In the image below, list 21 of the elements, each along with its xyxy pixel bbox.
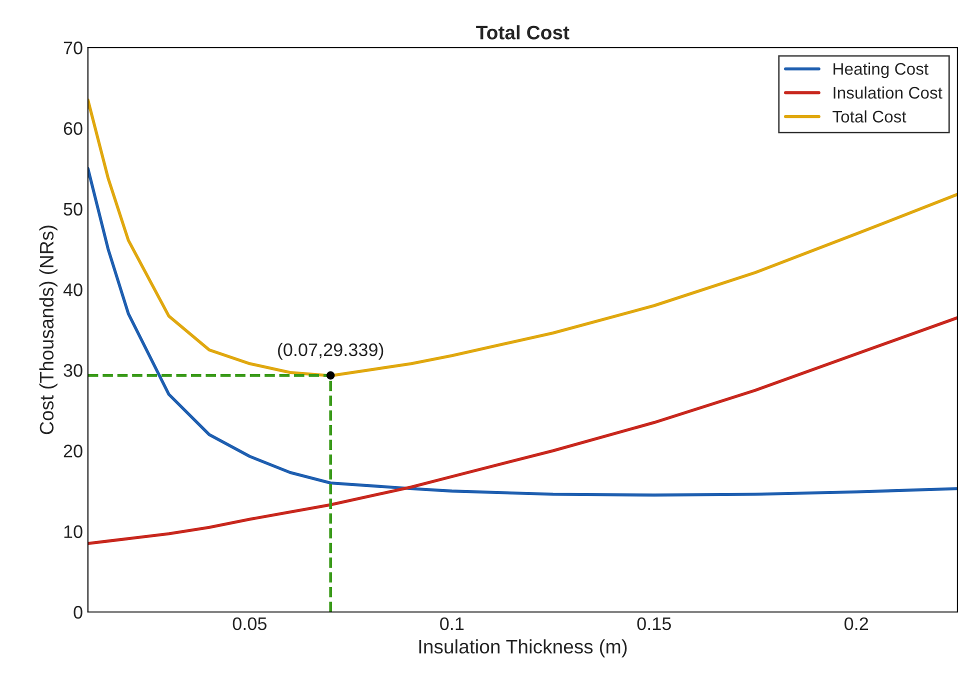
chart-title: Total Cost: [476, 25, 570, 40]
legend-label: Heating Cost: [834, 62, 928, 78]
y-axis-title: Cost (Thousands) (NRs): [39, 226, 58, 434]
legend-label: Insulation Cost: [834, 86, 942, 99]
y-tick-label: 50: [64, 202, 82, 216]
line-series: [88, 167, 958, 497]
x-tick-label: 0.1: [440, 617, 464, 630]
annotation: (0.07,29.339): [278, 342, 384, 360]
y-tick-label: 10: [64, 525, 82, 538]
x-tick-label: 0.2: [844, 617, 868, 630]
x-tick-label: 0.15: [637, 617, 671, 630]
legend-label: Total Cost: [832, 110, 906, 123]
x-axis-title: Insulation Thickness (m): [419, 639, 627, 658]
y-tick-label: 0: [74, 606, 82, 619]
y-tick-label: 20: [64, 444, 82, 458]
y-tick-label: 70: [64, 42, 82, 54]
line-series: [88, 316, 958, 545]
x-tick-label: 0.05: [232, 617, 267, 630]
y-tick-label: 60: [64, 122, 82, 135]
y-tick-label: 30: [64, 364, 82, 377]
y-tick-label: 40: [63, 283, 82, 296]
